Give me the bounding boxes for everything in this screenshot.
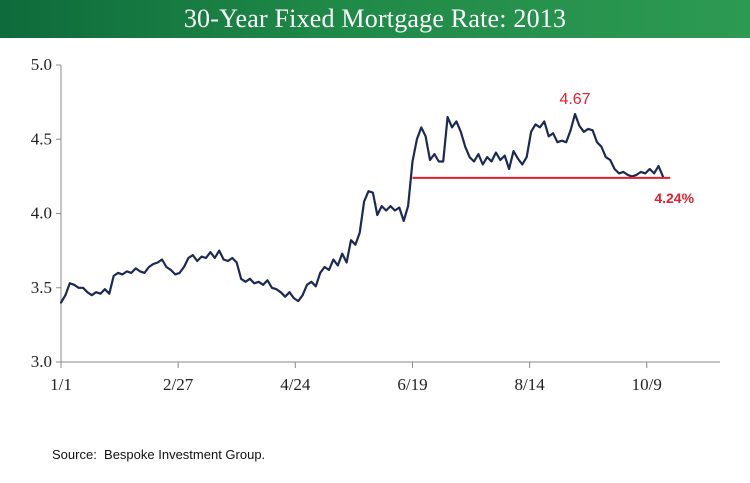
reference-label: 4.24% [654,190,694,206]
y-tick-label: 3.0 [31,352,52,371]
title-bar: 30-Year Fixed Mortgage Rate: 2013 [0,0,750,38]
source-note: Source: Bespoke Investment Group. [52,447,266,462]
rate-series-line [59,112,665,304]
peak-annotation: 4.67 [559,91,590,108]
series-layer [59,112,665,304]
reference-layer: 4.24% [412,176,695,206]
x-tick-label: 10/9 [632,375,662,394]
x-tick-label: 2/27 [163,375,194,394]
x-tick-label: 8/14 [515,375,546,394]
x-tick-label: 1/1 [50,375,72,394]
y-axis: 3.0 3.5 4.0 4.5 5.0 [31,55,62,371]
annotation-layer: 4.67 [559,91,590,108]
y-tick-label: 5.0 [31,55,52,74]
y-tick-label: 3.5 [31,278,52,297]
chart-title: 30-Year Fixed Mortgage Rate: 2013 [183,4,567,33]
x-tick-label: 4/24 [280,375,311,394]
x-axis: 1/1 2/27 4/24 6/19 8/14 10/9 [50,361,720,394]
y-tick-label: 4.5 [31,129,52,148]
x-tick-label: 6/19 [397,375,427,394]
mortgage-rate-chart: 3.03.54.04.55.0 1/1 2/27 4/24 6/19 8/14 10/9 … [31,55,720,394]
y-tick-label: 4.0 [31,204,52,223]
